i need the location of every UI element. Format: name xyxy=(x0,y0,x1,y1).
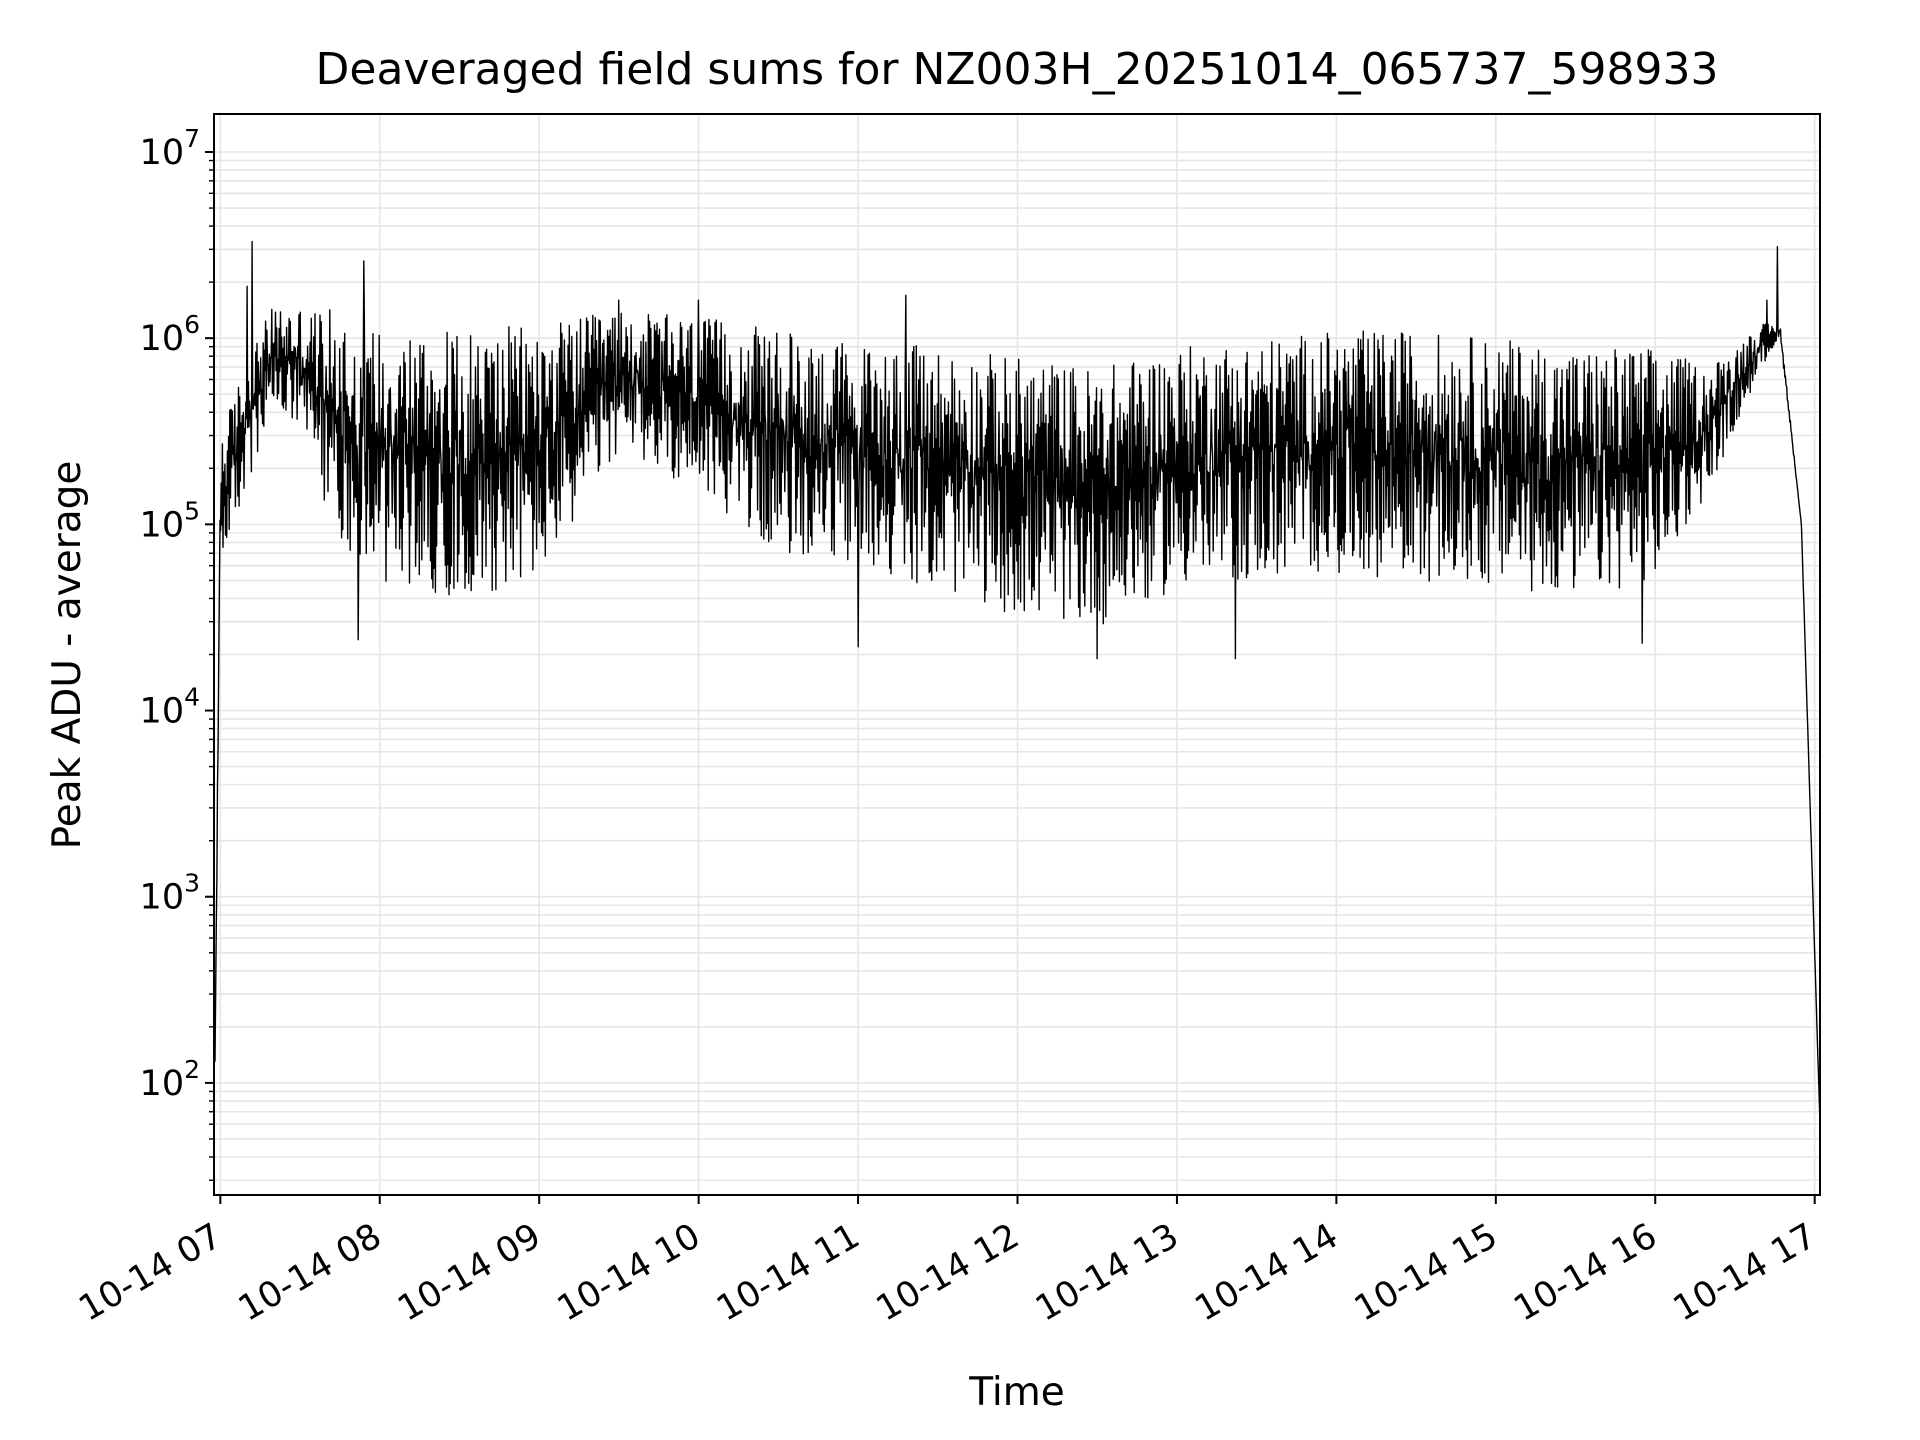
y-axis: 102 103 104 105 106 107 xyxy=(140,124,214,1181)
x-tick-label: 10-14 11 xyxy=(710,1216,866,1329)
y-tick-label: 106 xyxy=(140,310,200,359)
y-tick-label: 104 xyxy=(140,683,200,732)
x-axis: 10-14 07 10-14 08 10-14 09 10-14 10 10-14 11… xyxy=(73,1195,1823,1329)
x-tick-label: 10-14 08 xyxy=(232,1216,388,1329)
x-tick-label: 10-14 13 xyxy=(1029,1216,1185,1329)
x-tick-label: 10-14 17 xyxy=(1667,1216,1823,1329)
x-tick-label: 10-14 09 xyxy=(391,1216,547,1329)
y-axis-label: Peak ADU - average xyxy=(45,461,90,850)
chart-title: Deaveraged field sums for NZ003H_2025101… xyxy=(316,44,1719,95)
y-tick-label: 107 xyxy=(140,124,200,173)
x-tick-label: 10-14 15 xyxy=(1348,1216,1504,1329)
data-line xyxy=(214,240,1821,1125)
y-tick-label: 105 xyxy=(140,496,200,545)
x-tick-label: 10-14 07 xyxy=(73,1216,229,1329)
x-tick-label: 10-14 10 xyxy=(551,1216,707,1329)
series-line xyxy=(214,240,1821,1125)
y-tick-label: 102 xyxy=(140,1055,200,1104)
y-tick-label: 103 xyxy=(140,869,200,918)
x-tick-label: 10-14 14 xyxy=(1189,1216,1345,1329)
x-axis-label: Time xyxy=(968,1370,1064,1415)
x-tick-label: 10-14 16 xyxy=(1507,1216,1663,1329)
x-tick-label: 10-14 12 xyxy=(870,1216,1026,1329)
grid xyxy=(214,114,1820,1195)
